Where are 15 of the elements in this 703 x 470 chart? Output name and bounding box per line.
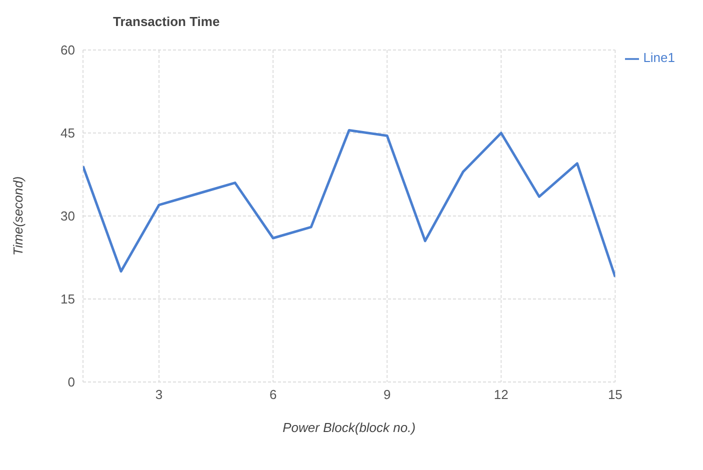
y-tick-label: 60 bbox=[60, 42, 75, 58]
legend-label: Line1 bbox=[643, 50, 675, 65]
line-series bbox=[83, 128, 616, 278]
x-axis-title: Power Block(block no.) bbox=[282, 420, 416, 435]
y-tick-label: 30 bbox=[60, 208, 75, 224]
y-tick-label: 45 bbox=[60, 126, 75, 141]
x-tick-label: 9 bbox=[383, 387, 391, 402]
x-tick-label: 6 bbox=[269, 387, 277, 402]
y-tick-label: 15 bbox=[60, 292, 75, 307]
x-tick-label: 15 bbox=[608, 387, 622, 402]
chart-title: Transaction Time bbox=[113, 14, 220, 29]
y-tick-label: 0 bbox=[68, 374, 75, 390]
x-tick-label: 12 bbox=[494, 387, 508, 402]
y-axis-title: Time(second) bbox=[10, 176, 26, 256]
x-tick-label: 3 bbox=[155, 387, 163, 402]
